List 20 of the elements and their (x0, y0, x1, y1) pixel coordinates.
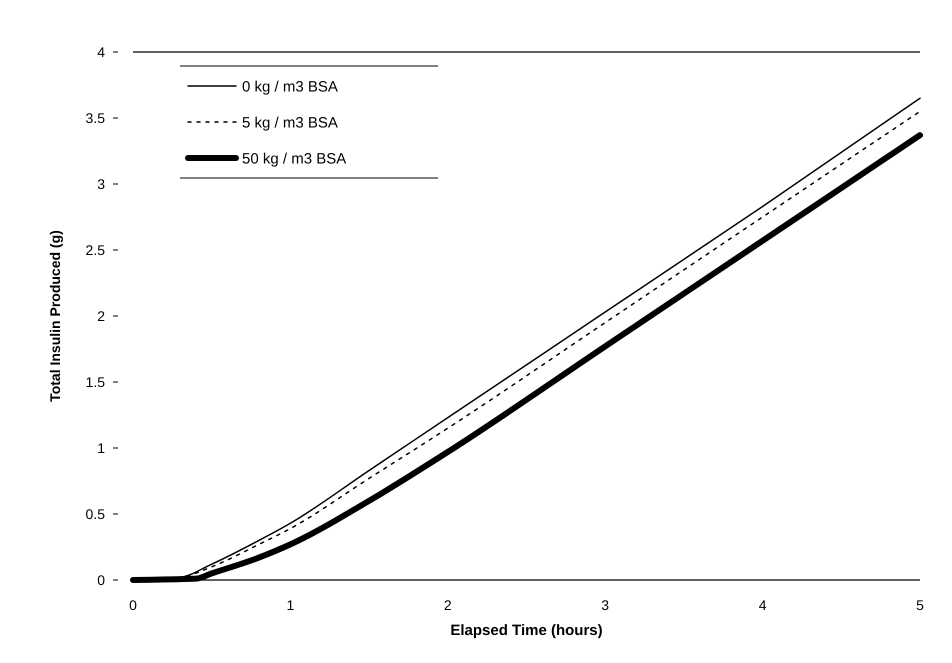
y-tick-label: 1 (97, 440, 106, 456)
legend-label: 5 kg / m3 BSA (242, 114, 338, 132)
y-tick-label: 0.5 (86, 506, 106, 522)
x-tick-label: 3 (601, 597, 610, 613)
y-tick-label: 3.5 (86, 110, 106, 126)
y-tick-label: 0 (97, 572, 106, 588)
y-axis-title: Total Insulin Produced (g) (47, 230, 63, 402)
y-tick-label: 2.5 (86, 242, 106, 258)
y-tick-label: 3 (97, 176, 106, 192)
y-tick-label: 2 (97, 308, 106, 324)
x-tick-label: 0 (129, 597, 138, 613)
y-tick-label: 1.5 (86, 374, 106, 390)
x-tick-label: 5 (916, 597, 924, 613)
y-tick-label: 4 (97, 44, 106, 60)
x-axis-title: Elapsed Time (hours) (450, 622, 603, 639)
x-tick-label: 2 (444, 597, 452, 613)
legend-label: 0 kg / m3 BSA (242, 78, 338, 96)
legend-label: 50 kg / m3 BSA (242, 150, 346, 168)
x-tick-label: 4 (758, 597, 767, 613)
x-tick-label: 1 (286, 597, 294, 613)
